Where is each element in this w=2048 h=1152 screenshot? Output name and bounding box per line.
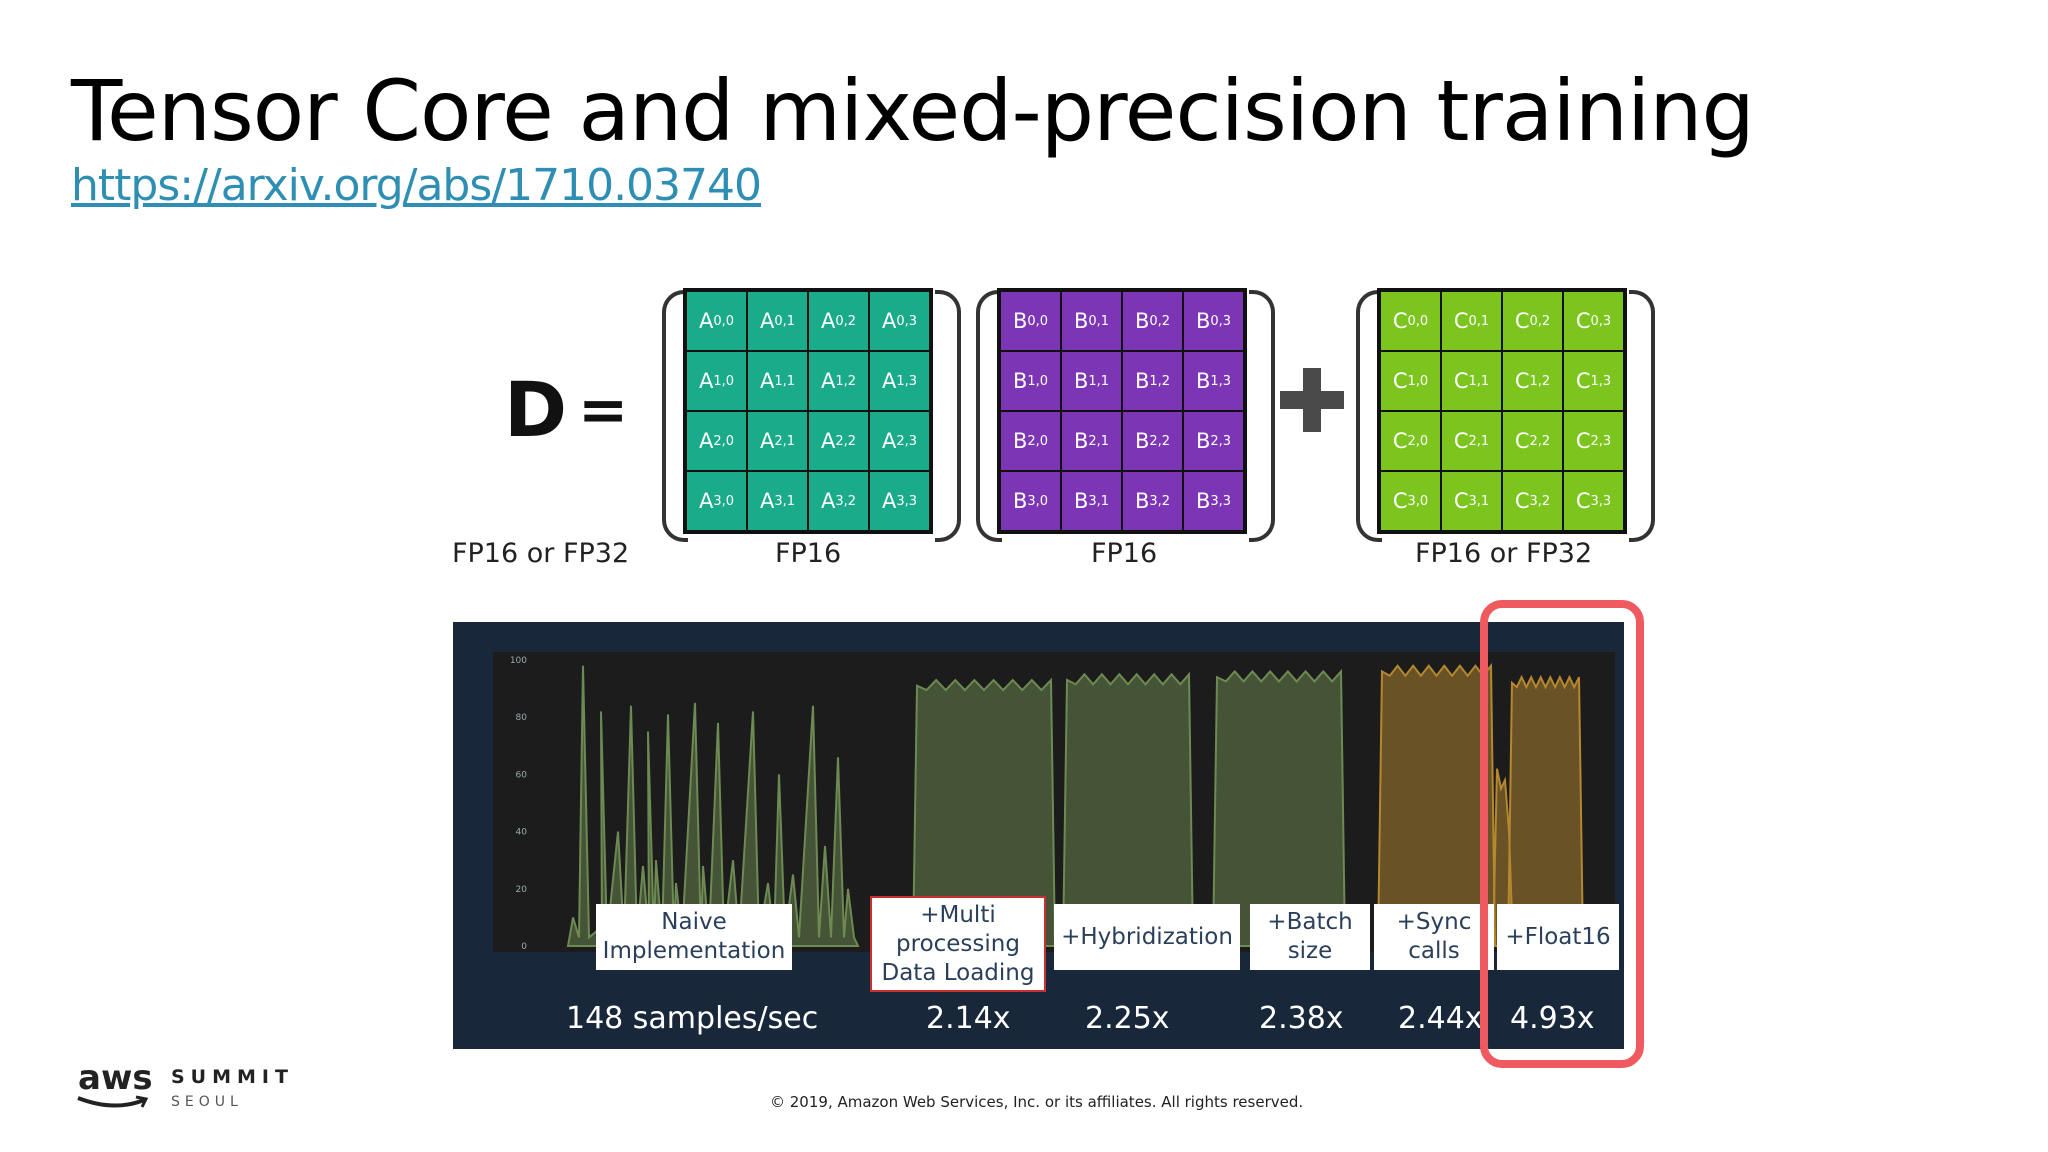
matrix-cell: C 0,3 bbox=[1563, 291, 1624, 351]
phase-label: +Batch size bbox=[1250, 904, 1370, 970]
y-tick-label: 60 bbox=[516, 770, 528, 780]
matrix-cell: C 1,0 bbox=[1380, 351, 1441, 411]
paren-right-a bbox=[935, 290, 961, 542]
phase-area-2 bbox=[1061, 671, 1195, 947]
paper-link[interactable]: https://arxiv.org/abs/1710.03740 bbox=[71, 160, 762, 211]
y-tick-label: 40 bbox=[516, 828, 528, 838]
matrix-cell: B 1,1 bbox=[1061, 351, 1122, 411]
aws-smile-icon bbox=[77, 1095, 149, 1108]
paren-right-b bbox=[1249, 290, 1275, 542]
matrix-cell: C 3,0 bbox=[1380, 471, 1441, 531]
matrix-cell: A 0,2 bbox=[808, 291, 869, 351]
matrix-cell: A 1,3 bbox=[869, 351, 930, 411]
phase-label: Naive Implementation bbox=[596, 904, 792, 970]
matrix-cell: A 3,1 bbox=[747, 471, 808, 531]
matrix-cell: A 2,1 bbox=[747, 411, 808, 471]
matrix-cell: B 3,3 bbox=[1183, 471, 1244, 531]
matrix-cell: B 0,2 bbox=[1122, 291, 1183, 351]
matrix-b: B 0,0 B 0,1 B 0,2 B 0,3 B 1,0 B 1,1 B 1,2 B 1,3 B 2,0 B 2,1… bbox=[997, 288, 1247, 534]
matrix-cell: B 0,3 bbox=[1183, 291, 1244, 351]
matrix-cell: C 2,1 bbox=[1441, 411, 1502, 471]
phase-metric: 148 samples/sec bbox=[566, 1001, 819, 1036]
d-precision-label: FP16 or FP32 bbox=[452, 538, 630, 569]
matrix-cell: C 0,2 bbox=[1502, 291, 1563, 351]
phase-area-5 bbox=[1506, 674, 1585, 947]
matrix-cell: A 3,2 bbox=[808, 471, 869, 531]
matrix-d-label: D bbox=[504, 365, 568, 454]
matrix-cell: B 1,3 bbox=[1183, 351, 1244, 411]
aws-logo: aws bbox=[78, 1058, 153, 1098]
phase-area-1 bbox=[911, 677, 1057, 947]
matrix-cell: C 3,1 bbox=[1441, 471, 1502, 531]
matrix-cell: C 2,0 bbox=[1380, 411, 1441, 471]
matrix-cell: B 1,0 bbox=[1000, 351, 1061, 411]
phase-metric: 4.93x bbox=[1510, 1001, 1595, 1036]
matrix-cell: B 3,2 bbox=[1122, 471, 1183, 531]
copyright: © 2019, Amazon Web Services, Inc. or its… bbox=[770, 1093, 1304, 1111]
matrix-cell: A 1,1 bbox=[747, 351, 808, 411]
phase-metric: 2.44x bbox=[1398, 1001, 1483, 1036]
matrix-cell: A 2,2 bbox=[808, 411, 869, 471]
matrix-cell: A 1,0 bbox=[686, 351, 747, 411]
phase-label: +Float16 bbox=[1497, 904, 1619, 970]
paren-left-a bbox=[662, 290, 688, 542]
matrix-cell: B 1,2 bbox=[1122, 351, 1183, 411]
c-precision-label: FP16 or FP32 bbox=[1415, 538, 1593, 569]
matrix-cell: C 2,3 bbox=[1563, 411, 1624, 471]
matrix-cell: C 1,2 bbox=[1502, 351, 1563, 411]
matrix-cell: C 3,2 bbox=[1502, 471, 1563, 531]
seoul-wordmark: SEOUL bbox=[171, 1094, 243, 1110]
matrix-a: A 0,0 A 0,1 A 0,2 A 0,3 A 1,0 A 1,1 A 1,2 A 1,3 A 2,0 A 2,1… bbox=[683, 288, 933, 534]
matrix-cell: A 3,0 bbox=[686, 471, 747, 531]
matrix-cell: A 0,0 bbox=[686, 291, 747, 351]
float16-highlight bbox=[1480, 600, 1644, 1068]
chart-canvas: 100 80 60 40 20 0 bbox=[493, 652, 1615, 952]
paren-left-c bbox=[1356, 290, 1382, 542]
y-tick-label: 0 bbox=[521, 942, 527, 952]
phase-label: +Sync calls bbox=[1374, 904, 1494, 970]
phase-metric: 2.38x bbox=[1259, 1001, 1344, 1036]
matrix-cell: B 0,1 bbox=[1061, 291, 1122, 351]
matrix-cell: A 0,1 bbox=[747, 291, 808, 351]
matrix-cell: B 2,0 bbox=[1000, 411, 1061, 471]
slide-title: Tensor Core and mixed-precision training bbox=[71, 62, 1755, 160]
matrix-cell: B 0,0 bbox=[1000, 291, 1061, 351]
y-tick-label: 80 bbox=[516, 713, 528, 723]
matrix-c: C 0,0 C 0,1 C 0,2 C 0,3 C 1,0 C 1,1 C 1,2 C 1,3 C 2,0 C 2,1… bbox=[1377, 288, 1627, 534]
phase-label: +Multi processing Data Loading bbox=[870, 896, 1046, 992]
summit-wordmark: SUMMIT bbox=[171, 1066, 294, 1088]
matrix-cell: B 2,2 bbox=[1122, 411, 1183, 471]
matrix-cell: C 0,1 bbox=[1441, 291, 1502, 351]
matrix-cell: B 3,0 bbox=[1000, 471, 1061, 531]
y-tick-label: 20 bbox=[516, 885, 528, 895]
phase-area-3 bbox=[1211, 668, 1347, 947]
matrix-cell: C 3,3 bbox=[1563, 471, 1624, 531]
matrix-cell: A 3,3 bbox=[869, 471, 930, 531]
matrix-cell: C 1,3 bbox=[1563, 351, 1624, 411]
phase-label: +Hybridization bbox=[1054, 904, 1240, 970]
equals-sign: = bbox=[578, 375, 629, 445]
a-precision-label: FP16 bbox=[775, 538, 842, 569]
matrix-cell: A 0,3 bbox=[869, 291, 930, 351]
matrix-cell: C 2,2 bbox=[1502, 411, 1563, 471]
matrix-cell: B 2,3 bbox=[1183, 411, 1244, 471]
b-precision-label: FP16 bbox=[1091, 538, 1158, 569]
matrix-cell: C 1,1 bbox=[1441, 351, 1502, 411]
matrix-cell: B 3,1 bbox=[1061, 471, 1122, 531]
paren-right-c bbox=[1629, 290, 1655, 542]
y-tick-label: 100 bbox=[510, 656, 527, 666]
matrix-cell: C 0,0 bbox=[1380, 291, 1441, 351]
phase-metric: 2.25x bbox=[1085, 1001, 1170, 1036]
gpu-utilization-chart: 100 80 60 40 20 0 bbox=[453, 622, 1624, 1049]
matrix-cell: A 2,3 bbox=[869, 411, 930, 471]
plus-icon bbox=[1280, 368, 1344, 432]
phase-metric: 2.14x bbox=[926, 1001, 1011, 1036]
matrix-cell: A 2,0 bbox=[686, 411, 747, 471]
matrix-cell: B 2,1 bbox=[1061, 411, 1122, 471]
matrix-cell: A 1,2 bbox=[808, 351, 869, 411]
paren-left-b bbox=[976, 290, 1002, 542]
